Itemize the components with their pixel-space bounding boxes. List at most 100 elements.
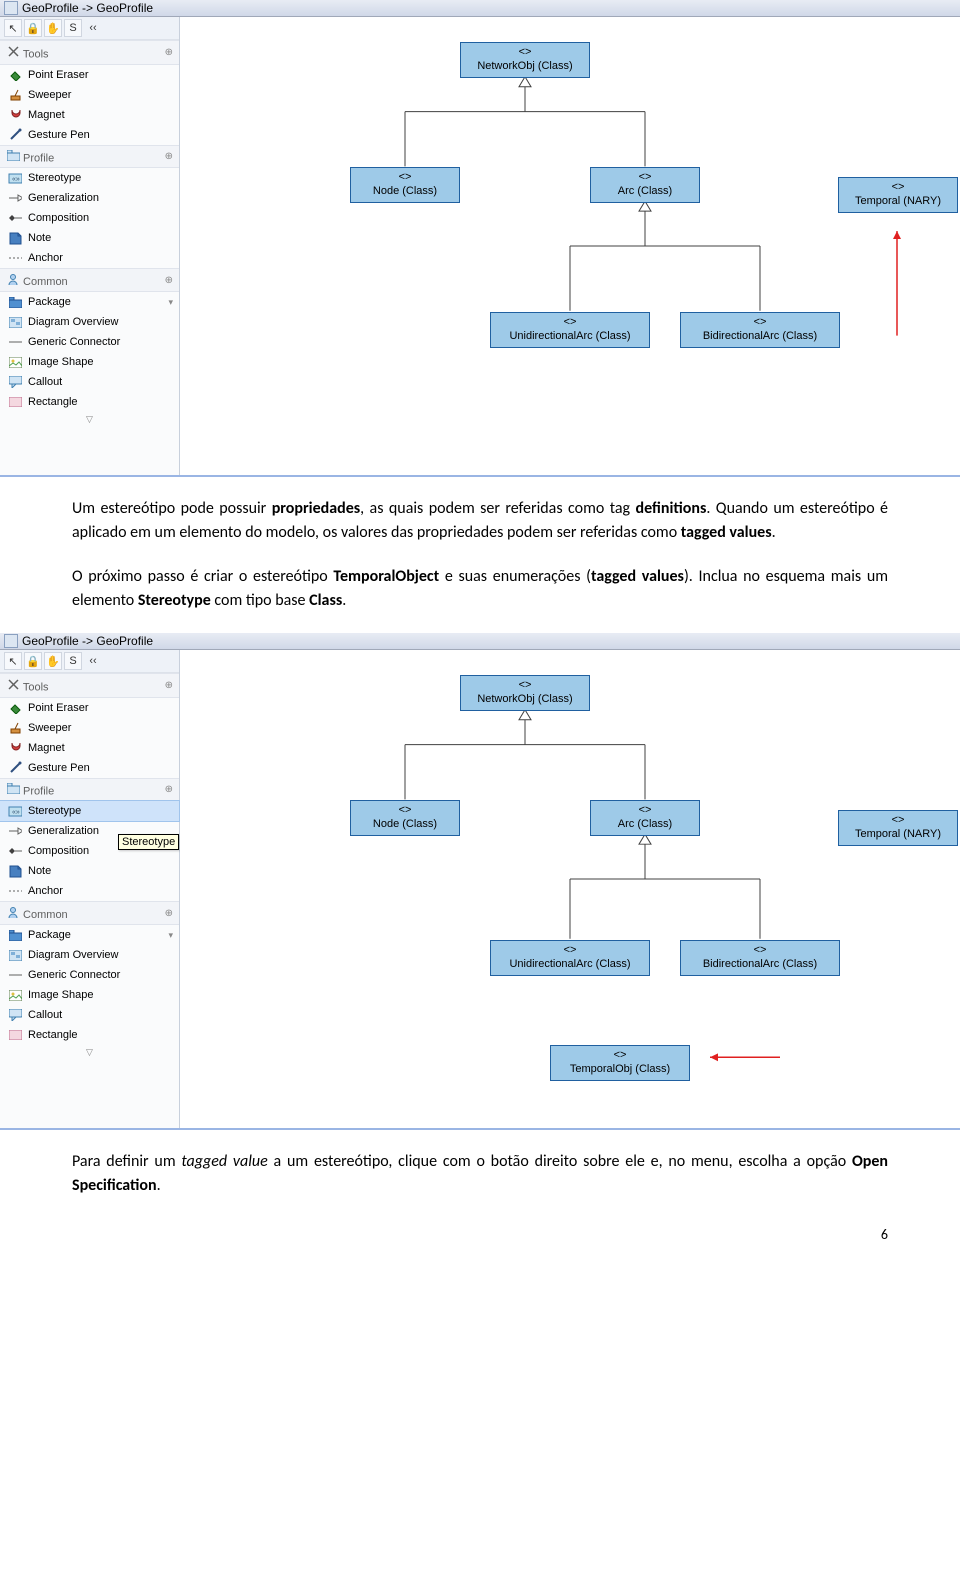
palette-section-common[interactable]: Common⊕ [0, 268, 179, 292]
s-tool[interactable]: S [64, 19, 82, 37]
paragraph-3: Para definir um tagged value a um estere… [72, 1150, 888, 1198]
pointer-tool[interactable]: ↖ [4, 19, 22, 37]
uml-box-arc[interactable]: <>Arc (Class) [590, 167, 700, 203]
uml-box-node[interactable]: <>Node (Class) [350, 167, 460, 203]
palette-item-note[interactable]: Note [0, 861, 179, 881]
expand-icon: ⊕ [165, 908, 173, 919]
palette-item-label: Generalization [28, 192, 99, 204]
tool-palette: ↖ 🔒 ✋ S ‹‹ Tools⊕ Point Eraser SweeperMagn… [0, 650, 180, 1128]
palette-item-composition[interactable]: Composition [0, 208, 179, 228]
diagram-canvas-2[interactable]: <>NetworkObj (Class)<>Node (Class)<>Arc … [180, 650, 960, 1128]
stereotype-label: <> [466, 679, 584, 693]
palette-item-diagram-overview[interactable]: Diagram Overview [0, 945, 179, 965]
palette-item-image-shape[interactable]: Image Shape [0, 352, 179, 372]
palette-item-label: Composition [28, 212, 89, 224]
palette-item-label: Generalization [28, 825, 99, 837]
palette-item-magnet[interactable]: Magnet [0, 738, 179, 758]
palette-item-stereotype[interactable]: «»Stereotype [0, 168, 179, 188]
palette-item-gesture-pen[interactable]: Gesture Pen [0, 125, 179, 145]
dropdown-caret-icon: ▾ [168, 930, 173, 941]
palette-section-common[interactable]: Common⊕ [0, 901, 179, 925]
uml-box-biarc[interactable]: <>BidirectionalArc (Class) [680, 940, 840, 976]
palette-section-profile[interactable]: Profile⊕ [0, 145, 179, 169]
palette-section-profile[interactable]: Profile⊕ [0, 778, 179, 802]
palette-item-callout[interactable]: Callout [0, 372, 179, 392]
palette-item-label: Rectangle [28, 1029, 78, 1041]
uml-box-uniarc[interactable]: <>UnidirectionalArc (Class) [490, 312, 650, 348]
uml-box-tempobj[interactable]: <>TemporalObj (Class) [550, 1045, 690, 1081]
chevron-tool[interactable]: ‹‹ [84, 19, 102, 37]
uml-box-node[interactable]: <>Node (Class) [350, 800, 460, 836]
palette-item-rectangle[interactable]: Rectangle [0, 392, 179, 412]
palette-item-sweeper[interactable]: Sweeper [0, 85, 179, 105]
palette-item-generalization[interactable]: Generalization [0, 188, 179, 208]
app-body: ↖ 🔒 ✋ S ‹‹ Tools⊕ Point Eraser SweeperMagn… [0, 650, 960, 1130]
stereotype-label: <> [356, 171, 454, 185]
pen-icon [8, 128, 22, 142]
hand-tool[interactable]: ✋ [44, 19, 62, 37]
stereotype-label: <> [686, 944, 834, 958]
uml-box-biarc[interactable]: <>BidirectionalArc (Class) [680, 312, 840, 348]
uml-box-arc[interactable]: <>Arc (Class) [590, 800, 700, 836]
palette-item-image-shape[interactable]: Image Shape [0, 985, 179, 1005]
window-title: GeoProfile -> GeoProfile [22, 634, 153, 648]
paragraph-1: Um estereótipo pode possuir propriedades… [72, 497, 888, 545]
palette-item-label: Image Shape [28, 356, 93, 368]
palette-item-label: Gesture Pen [28, 762, 90, 774]
stereotype-label: <> [466, 46, 584, 60]
palette-item-gesture-pen[interactable]: Gesture Pen [0, 758, 179, 778]
class-name: Temporal (NARY) [844, 828, 952, 842]
lock-tool[interactable]: 🔒 [24, 19, 42, 37]
hand-tool[interactable]: ✋ [44, 652, 62, 670]
palette-item-anchor[interactable]: Anchor [0, 881, 179, 901]
class-name: NetworkObj (Class) [466, 693, 584, 707]
anchor-icon [8, 884, 22, 898]
palette-item-sweeper[interactable]: Sweeper [0, 718, 179, 738]
palette-item-point-eraser[interactable]: Point Eraser [0, 698, 179, 718]
palette-item-anchor[interactable]: Anchor [0, 248, 179, 268]
palette-item-package[interactable]: Package▾ [0, 292, 179, 312]
screenshot-1: GeoProfile -> GeoProfile ↖ 🔒 ✋ S ‹‹ Tool… [0, 0, 960, 477]
uml-box-temporal[interactable]: <>Temporal (NARY) [838, 177, 958, 213]
uml-box-network[interactable]: <>NetworkObj (Class) [460, 675, 590, 711]
comp-icon [8, 211, 22, 225]
uml-box-temporal[interactable]: <>Temporal (NARY) [838, 810, 958, 846]
package-icon [8, 295, 22, 309]
section-header-icon [6, 44, 20, 58]
palette-item-generic-connector[interactable]: Generic Connector [0, 965, 179, 985]
palette-item-generic-connector[interactable]: Generic Connector [0, 332, 179, 352]
chevron-tool[interactable]: ‹‹ [84, 652, 102, 670]
palette-section-tools[interactable]: Tools⊕ [0, 40, 179, 65]
palette-item-label: Gesture Pen [28, 129, 90, 141]
palette-item-diagram-overview[interactable]: Diagram Overview [0, 312, 179, 332]
section-header-icon [6, 149, 20, 163]
palette-item-magnet[interactable]: Magnet [0, 105, 179, 125]
uml-box-uniarc[interactable]: <>UnidirectionalArc (Class) [490, 940, 650, 976]
palette-item-label: Note [28, 232, 51, 244]
palette-item-label: Point Eraser [28, 702, 89, 714]
note-icon [8, 231, 22, 245]
genarrow-icon [8, 191, 22, 205]
palette-item-stereotype[interactable]: «»Stereotype [0, 801, 179, 821]
palette-item-package[interactable]: Package▾ [0, 925, 179, 945]
sweeper-icon [8, 88, 22, 102]
window-title: GeoProfile -> GeoProfile [22, 1, 153, 15]
stereotype-icon: «» [8, 804, 22, 818]
image-icon [8, 988, 22, 1002]
s-tool[interactable]: S [64, 652, 82, 670]
anchor-icon [8, 251, 22, 265]
pointer-tool[interactable]: ↖ [4, 652, 22, 670]
stereotype-label: <> [844, 814, 952, 828]
expand-icon: ⊕ [165, 151, 173, 162]
palette-item-rectangle[interactable]: Rectangle [0, 1025, 179, 1045]
palette-item-note[interactable]: Note [0, 228, 179, 248]
uml-box-network[interactable]: <>NetworkObj (Class) [460, 42, 590, 78]
palette-item-callout[interactable]: Callout [0, 1005, 179, 1025]
palette-item-label: Generic Connector [28, 969, 120, 981]
palette-item-point-eraser[interactable]: Point Eraser [0, 65, 179, 85]
palette-item-label: Stereotype [28, 172, 81, 184]
palette-section-tools[interactable]: Tools⊕ [0, 673, 179, 698]
comp-icon [8, 844, 22, 858]
lock-tool[interactable]: 🔒 [24, 652, 42, 670]
diagram-canvas-1[interactable]: <>NetworkObj (Class) <>Node (Class) <>Arc … [180, 17, 960, 475]
